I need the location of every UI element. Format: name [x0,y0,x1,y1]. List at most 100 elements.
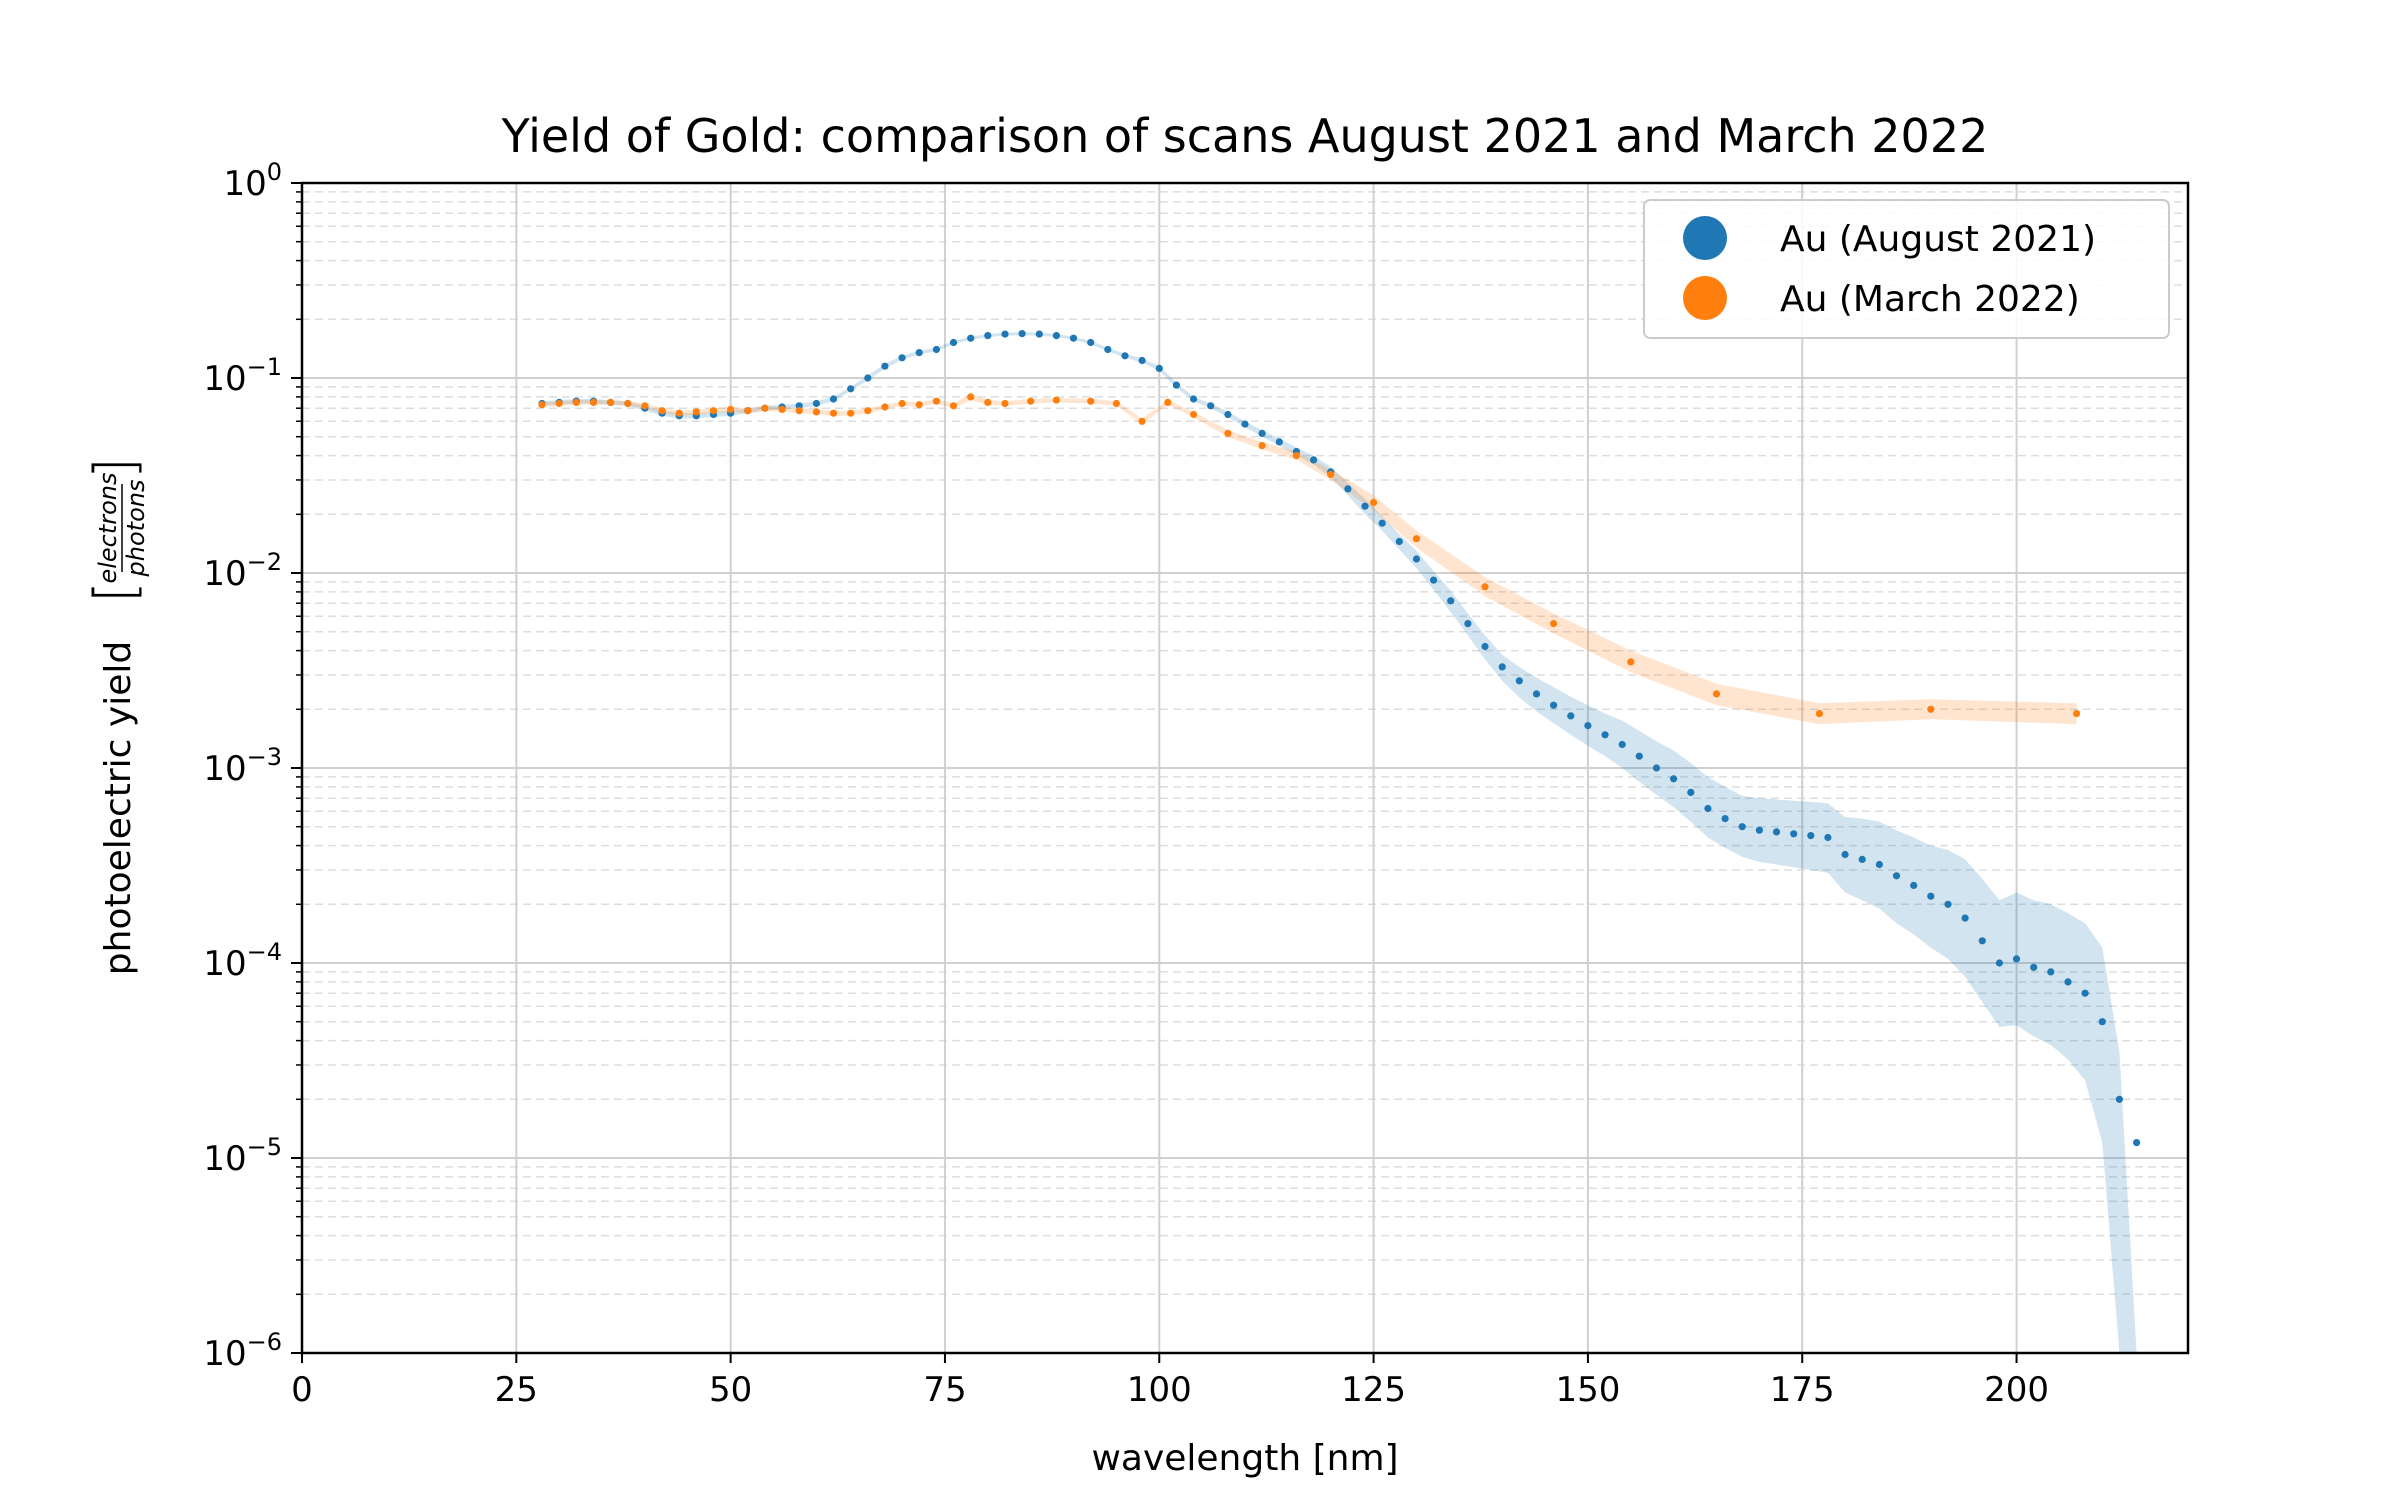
data-point-series-0 [1361,502,1369,510]
legend-marker-march-2022 [1683,276,1727,320]
data-point-series-0 [1275,438,1283,446]
data-point-series-1 [658,407,666,415]
data-point-series-1 [1224,429,1232,437]
uncertainty-band-series-1 [542,393,2077,725]
data-point-series-1 [761,404,769,412]
data-point-series-1 [589,398,598,406]
x-tick-label: 0 [291,1370,313,1410]
data-point-series-1 [829,409,838,417]
legend: Au (August 2021) Au (March 2022) [1643,199,2170,339]
y-tick-label: 10−1 [203,353,282,399]
data-point-series-1 [1370,498,1378,507]
data-point-series-1 [1627,658,1635,666]
data-point-series-0 [1001,330,1009,338]
data-point-series-0 [2115,1095,2123,1103]
data-point-series-0 [1052,332,1060,340]
y-tick-label: 10−4 [203,938,282,984]
data-point-series-0 [1704,804,1712,813]
data-point-series-0 [1464,620,1472,628]
data-point-series-0 [1412,555,1421,563]
data-point-series-0 [1138,356,1146,365]
data-point-series-1 [1712,690,1721,698]
data-point-series-0 [1224,410,1232,419]
data-point-series-1 [898,399,906,408]
x-tick-label: 125 [1341,1370,1406,1410]
data-point-series-0 [898,354,906,362]
data-point-series-0 [2012,955,2021,963]
data-point-series-0 [984,332,992,340]
data-point-series-0 [2064,978,2072,986]
data-point-series-0 [812,399,821,408]
data-point-series-0 [2047,968,2055,976]
data-point-series-1 [881,403,889,411]
data-point-series-0 [1944,900,1952,908]
data-point-series-1 [847,409,855,417]
data-point-series-1 [744,407,752,415]
data-point-series-1 [2073,710,2081,718]
data-point-series-1 [727,405,735,413]
y-tick-label: 10−6 [203,1328,282,1374]
data-point-series-1 [949,402,958,410]
data-point-series-1 [1550,620,1558,628]
y-axis-unit-bracket-left: [ [83,581,148,603]
data-point-series-1 [1164,398,1172,406]
data-point-series-0 [2081,989,2089,997]
data-point-series-1 [538,401,546,409]
data-point-series-1 [1327,470,1335,479]
data-point-series-0 [1841,850,1849,859]
data-point-series-0 [1395,537,1403,546]
data-point-series-0 [864,374,872,382]
data-point-series-1 [1112,399,1120,408]
data-point-series-1 [1027,397,1035,405]
data-point-series-1 [1481,583,1489,591]
data-point-series-0 [1858,855,1866,864]
data-point-series-0 [1087,338,1095,347]
data-point-series-0 [1635,752,1643,760]
x-tick-label: 200 [1984,1370,2049,1410]
data-point-series-0 [1018,330,1026,338]
data-point-series-0 [1584,722,1592,730]
data-point-series-0 [1892,872,1901,880]
data-point-series-1 [1190,410,1198,419]
data-point-series-1 [555,399,563,408]
data-point-series-0 [1447,597,1455,605]
y-axis-ticks: 10−6 10−5 10−4 10−3 10−2 10−1 100 [203,158,302,1374]
y-axis-unit-bracket-right: ] [83,457,148,479]
data-point-series-0 [932,345,941,354]
data-point-series-0 [847,385,855,393]
data-point-series-0 [949,338,958,347]
data-point-series-1 [1138,417,1146,425]
data-point-series-1 [915,401,923,409]
x-axis-ticks: 0 25 50 75 100 125 150 175 200 [291,1353,2049,1410]
data-point-series-0 [1378,519,1386,527]
data-point-series-0 [967,334,975,342]
data-point-series-1 [572,398,580,406]
data-point-series-0 [1155,364,1163,372]
chart-title: Yield of Gold: comparison of scans Augus… [501,109,1989,163]
y-axis-unit-numerator: electrons [94,472,122,583]
legend-box [1643,199,2170,339]
data-point-series-0 [1670,775,1678,783]
data-point-series-0 [1995,959,2003,967]
data-point-series-0 [1618,740,1626,749]
data-point-series-0 [1567,712,1575,720]
legend-marker-august-2021 [1683,216,1727,260]
data-point-series-1 [1087,397,1095,405]
data-point-series-1 [984,398,992,406]
y-tick-label: 10−5 [203,1133,282,1179]
y-axis-unit-denominator: photons [122,480,150,578]
data-point-series-0 [1824,833,1832,842]
x-tick-label: 150 [1555,1370,1620,1410]
data-point-series-1 [1927,705,1935,713]
data-point-series-0 [1961,914,1969,922]
data-point-series-0 [1738,823,1746,831]
data-point-series-0 [1755,826,1763,834]
data-point-series-0 [1035,330,1043,338]
x-axis-title: wavelength [nm] [1091,1438,1398,1479]
data-point-series-1 [932,397,941,405]
data-point-series-0 [1875,860,1883,869]
data-point-series-0 [1481,642,1489,651]
data-points [538,330,2141,1147]
data-point-series-0 [1790,830,1798,838]
